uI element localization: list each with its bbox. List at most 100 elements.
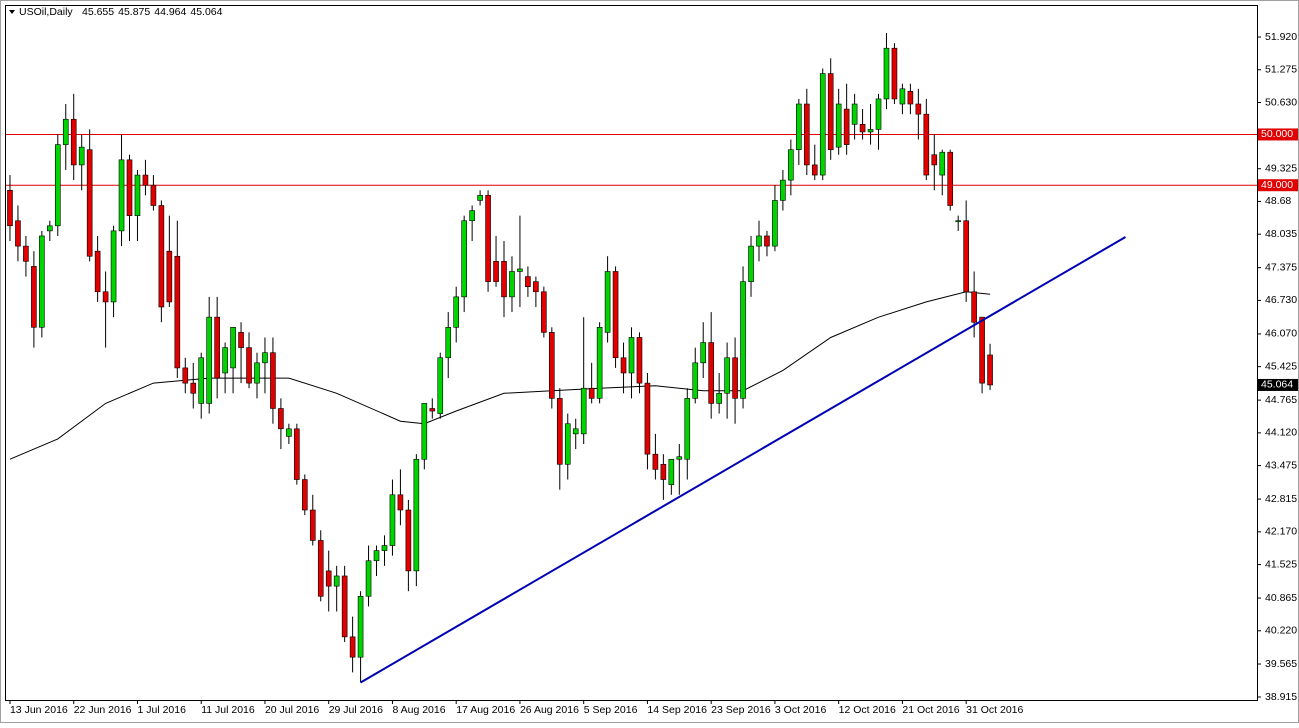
candle-body bbox=[971, 291, 977, 323]
candle-body bbox=[987, 354, 993, 386]
candle-body bbox=[7, 189, 13, 227]
candle-body bbox=[317, 540, 324, 597]
candle-body bbox=[549, 332, 555, 399]
candle-body bbox=[262, 352, 268, 364]
candle-body bbox=[254, 362, 260, 384]
candle-body bbox=[556, 398, 563, 465]
x-tick-label: 12 Oct 2016 bbox=[839, 704, 896, 716]
candle-body bbox=[286, 428, 292, 437]
candle-body bbox=[724, 357, 730, 394]
y-tick-label: 48.035 bbox=[1265, 228, 1297, 240]
candle-body bbox=[843, 108, 850, 145]
candle-body bbox=[668, 458, 675, 485]
candle-body bbox=[867, 129, 874, 133]
candle-body bbox=[47, 225, 53, 232]
candle-body bbox=[429, 408, 436, 412]
candle-body bbox=[628, 337, 635, 374]
candle-body bbox=[118, 159, 125, 232]
candle-body bbox=[341, 575, 348, 638]
candle-body bbox=[134, 174, 141, 216]
y-tick-label: 42.170 bbox=[1265, 526, 1297, 538]
candle-body bbox=[756, 235, 762, 247]
header-value: 45.064 bbox=[190, 6, 222, 18]
y-tick-label: 46.730 bbox=[1265, 294, 1297, 306]
candle-body bbox=[54, 144, 61, 227]
candle-body bbox=[947, 151, 954, 206]
candle-body bbox=[803, 103, 810, 166]
candle-body bbox=[381, 545, 388, 551]
candle-body bbox=[716, 392, 722, 404]
x-tick-label: 3 Oct 2016 bbox=[775, 704, 827, 716]
x-tick-label: 17 Aug 2016 bbox=[456, 704, 515, 716]
candle-body bbox=[931, 154, 938, 166]
candle-body bbox=[158, 205, 165, 308]
y-tick-label: 51.275 bbox=[1265, 64, 1297, 76]
candle-body bbox=[477, 195, 483, 201]
candle-body bbox=[110, 230, 117, 303]
candle-body bbox=[708, 342, 714, 404]
level-tag bbox=[1258, 179, 1298, 192]
candle-body bbox=[636, 337, 643, 384]
candle-body bbox=[851, 103, 858, 125]
candle-body bbox=[270, 352, 276, 409]
y-tick-label: 50.630 bbox=[1265, 96, 1297, 108]
x-tick-label: 21 Oct 2016 bbox=[902, 704, 959, 716]
candle-body bbox=[915, 103, 922, 115]
x-tick-label: 23 Sep 2016 bbox=[711, 704, 771, 716]
header-value: 45.655 bbox=[82, 6, 114, 18]
candle-body bbox=[86, 149, 93, 257]
candle-body bbox=[94, 250, 101, 293]
candle-body bbox=[580, 387, 587, 435]
y-tick-label: 42.815 bbox=[1265, 493, 1297, 505]
candle-body bbox=[373, 550, 380, 562]
last-price-tag bbox=[1258, 378, 1298, 391]
candle-body bbox=[78, 146, 85, 166]
candle-body bbox=[604, 271, 611, 333]
candle-body bbox=[294, 428, 300, 480]
header-value: 44.964 bbox=[154, 6, 186, 18]
y-tick-label: 38.915 bbox=[1265, 691, 1297, 703]
menu-arrow bbox=[9, 10, 15, 14]
candle-body bbox=[437, 357, 444, 414]
level-tag bbox=[1258, 128, 1298, 141]
candle-body bbox=[811, 164, 818, 176]
candle-body bbox=[796, 103, 802, 150]
y-tick-label: 44.120 bbox=[1265, 427, 1297, 439]
candle-body bbox=[596, 327, 603, 399]
candle-body bbox=[142, 174, 149, 186]
candle-body bbox=[182, 367, 189, 384]
x-tick-label: 1 Jul 2016 bbox=[137, 704, 186, 716]
candle-body bbox=[955, 220, 961, 223]
candle-body bbox=[684, 398, 691, 460]
x-tick-label: 31 Oct 2016 bbox=[966, 704, 1023, 716]
symbol-label: USOil,Daily bbox=[19, 6, 73, 18]
candle-body bbox=[485, 195, 491, 282]
candle-body bbox=[190, 382, 197, 394]
level-label: 49.000 bbox=[1261, 179, 1293, 191]
candle-body bbox=[150, 184, 157, 206]
candle-body bbox=[214, 316, 220, 379]
candle-body bbox=[461, 220, 467, 298]
x-tick-label: 22 Jun 2016 bbox=[74, 704, 132, 716]
candle-body bbox=[309, 509, 316, 541]
candle-body bbox=[501, 261, 507, 298]
candle-body bbox=[525, 276, 531, 288]
candle-body bbox=[780, 179, 786, 201]
y-tick-label: 39.565 bbox=[1265, 658, 1297, 670]
candle-body bbox=[23, 245, 29, 262]
candle-body bbox=[62, 118, 69, 145]
candle-body bbox=[222, 347, 228, 374]
candle-body bbox=[39, 235, 45, 328]
candle-body bbox=[126, 159, 133, 216]
x-tick-label: 11 Jul 2016 bbox=[201, 704, 255, 716]
x-tick-label: 26 Aug 2016 bbox=[520, 704, 579, 716]
candle-body bbox=[453, 296, 459, 328]
x-tick-label: 29 Jul 2016 bbox=[329, 704, 383, 716]
candle-body bbox=[772, 200, 778, 247]
candle-body bbox=[421, 403, 428, 460]
trendline bbox=[360, 236, 1127, 684]
candle-body bbox=[907, 91, 914, 105]
level-label: 50.000 bbox=[1261, 128, 1293, 140]
